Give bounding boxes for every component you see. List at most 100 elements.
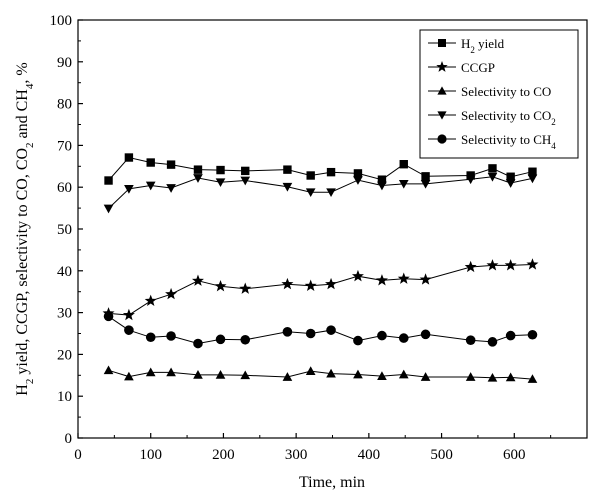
data-point-ccgp — [464, 260, 477, 273]
data-point-selectivity-to-ch4 — [215, 334, 226, 345]
legend-item-selectivity-to-co2: Selectivity to CO2 — [428, 108, 556, 127]
data-point-selectivity-to-co — [353, 369, 363, 379]
data-point-selectivity-to-co — [420, 372, 431, 381]
data-point-ccgp — [419, 273, 432, 285]
x-tick-label: 400 — [358, 447, 381, 463]
x-tick-label: 0 — [74, 447, 82, 463]
data-point-selectivity-to-co2 — [124, 185, 134, 194]
data-point-selectivity-to-ch4 — [353, 335, 363, 346]
data-point-selectivity-to-co2 — [305, 188, 316, 198]
data-point-selectivity-to-co — [398, 369, 409, 379]
data-point-h2-yield — [146, 158, 155, 167]
data-point-selectivity-to-co2 — [527, 174, 538, 184]
data-point-selectivity-to-co2 — [377, 181, 387, 191]
data-point-selectivity-to-ch4 — [420, 329, 431, 340]
data-point-selectivity-to-ch4 — [282, 327, 293, 337]
data-point-selectivity-to-co — [465, 372, 476, 381]
data-point-selectivity-to-co2 — [487, 172, 498, 182]
y-axis-title: H2 yield, CCGP, selectivity to CO, CO2 a… — [14, 62, 36, 395]
data-point-selectivity-to-ch4 — [527, 329, 538, 340]
data-point-ccgp — [122, 308, 135, 321]
data-point-selectivity-to-ch4 — [487, 337, 498, 347]
data-point-selectivity-to-co2 — [326, 188, 336, 198]
legend-marker — [438, 39, 446, 47]
series-selectivity-to-co — [103, 365, 538, 383]
data-point-selectivity-to-ch4 — [193, 338, 203, 349]
data-point-ccgp — [191, 274, 204, 286]
series-layer — [102, 153, 539, 383]
data-point-selectivity-to-ch4 — [377, 330, 387, 341]
data-point-selectivity-to-co2 — [240, 176, 251, 186]
data-point-selectivity-to-co2 — [166, 184, 176, 193]
data-point-selectivity-to-co — [487, 372, 498, 382]
data-point-selectivity-to-co — [527, 374, 538, 383]
data-point-selectivity-to-ch4 — [166, 331, 176, 341]
y-tick-label: 50 — [57, 222, 72, 238]
data-point-selectivity-to-co — [103, 365, 114, 375]
data-point-h2-yield — [528, 167, 537, 176]
data-point-ccgp — [304, 279, 317, 291]
y-tick-label: 10 — [57, 389, 72, 405]
data-point-h2-yield — [353, 169, 363, 178]
legend-marker — [437, 86, 447, 95]
data-point-selectivity-to-co — [166, 367, 176, 377]
series-line-selectivity-to-co2 — [108, 176, 533, 209]
data-point-selectivity-to-co — [240, 370, 251, 380]
legend-label: CCGP — [461, 60, 495, 75]
data-point-selectivity-to-co2 — [282, 182, 293, 192]
data-point-ccgp — [504, 259, 517, 271]
data-point-h2-yield — [506, 172, 515, 181]
y-tick-label: 0 — [65, 431, 73, 447]
series-line-ccgp — [108, 264, 533, 316]
data-point-selectivity-to-co2 — [505, 179, 516, 188]
data-point-h2-yield — [399, 160, 408, 169]
y-tick-label: 30 — [57, 306, 72, 322]
data-point-selectivity-to-co2 — [103, 204, 114, 214]
data-point-selectivity-to-ch4 — [505, 330, 516, 341]
data-point-selectivity-to-co — [282, 372, 293, 381]
series-selectivity-to-co2 — [103, 172, 538, 214]
data-point-h2-yield — [193, 165, 203, 174]
x-tick-label: 600 — [503, 447, 526, 463]
data-point-h2-yield — [283, 165, 292, 174]
data-point-selectivity-to-co2 — [353, 176, 363, 185]
data-point-selectivity-to-ch4 — [305, 328, 316, 339]
data-point-selectivity-to-co — [145, 367, 156, 377]
data-point-h2-yield — [166, 160, 176, 169]
data-point-h2-yield — [104, 176, 113, 185]
data-point-ccgp — [239, 282, 252, 294]
y-tick-label: 40 — [57, 264, 72, 280]
data-point-h2-yield — [326, 167, 336, 177]
legend: H2 yield CCGP Selectivity to CO Selectivity… — [419, 29, 579, 159]
data-point-h2-yield — [421, 172, 430, 181]
series-h2-yield — [104, 153, 537, 185]
data-point-ccgp — [486, 259, 499, 271]
data-point-ccgp — [375, 274, 388, 286]
data-point-selectivity-to-co — [305, 366, 316, 375]
legend-item-selectivity-to-co: Selectivity to CO — [428, 84, 551, 99]
legend-box — [419, 29, 579, 159]
y-tick-label: 100 — [50, 13, 73, 29]
legend-item-h2-yield: H2 yield — [428, 36, 505, 55]
data-point-selectivity-to-co2 — [420, 179, 431, 189]
data-point-selectivity-to-ch4 — [103, 311, 114, 322]
data-point-ccgp — [165, 287, 178, 300]
data-point-ccgp — [144, 294, 157, 306]
axis-ticks: 0 100 200 300 400 500 600 0 10 20 30 40 50 60 70 80 90 10… — [50, 13, 552, 463]
data-point-ccgp — [325, 277, 338, 290]
x-axis-title: Time, min — [299, 474, 365, 491]
data-point-ccgp — [281, 277, 294, 290]
x-tick-label: 500 — [430, 447, 453, 463]
data-point-ccgp — [397, 272, 410, 284]
legend-marker — [437, 134, 447, 144]
series-line-selectivity-to-co — [108, 369, 533, 380]
data-point-selectivity-to-co2 — [193, 174, 203, 183]
data-point-selectivity-to-ch4 — [398, 333, 409, 343]
data-point-h2-yield — [377, 175, 387, 184]
legend-item-selectivity-to-ch4: Selectivity to CH4 — [428, 132, 556, 151]
data-point-selectivity-to-ch4 — [326, 325, 336, 335]
data-point-ccgp — [214, 279, 227, 292]
data-point-selectivity-to-co2 — [398, 179, 409, 189]
data-point-selectivity-to-ch4 — [145, 332, 156, 343]
data-point-selectivity-to-co — [326, 368, 336, 378]
